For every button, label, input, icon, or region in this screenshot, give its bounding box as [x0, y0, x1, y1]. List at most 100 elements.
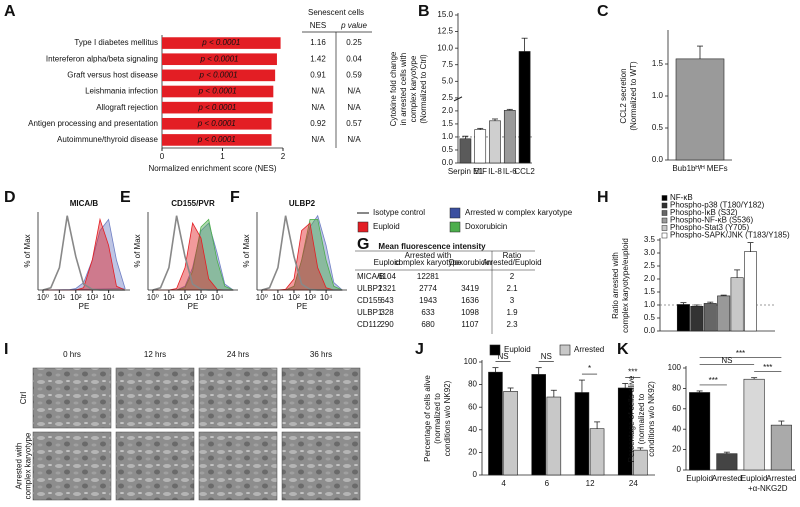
bar [503, 110, 516, 164]
y-axis-label: % of Max [242, 234, 251, 267]
y-tick-label: 0.0 [644, 326, 656, 335]
bar [531, 374, 546, 476]
panel-letter: K [617, 341, 629, 358]
side-table-cell: 0.59 [346, 70, 362, 79]
panel-letter: C [597, 3, 609, 20]
bar [690, 305, 704, 332]
y-tick-label: 12.5 [437, 27, 453, 36]
side-table-cell: N/A [311, 103, 325, 112]
table-cell: 6104 [378, 272, 396, 281]
panel-letter: B [418, 3, 430, 20]
bar [574, 392, 590, 476]
y-tick-label: 60 [468, 402, 477, 411]
category-label: Autoimmune/thyroid disease [57, 135, 158, 144]
y-tick-label: 3.0 [644, 248, 656, 257]
bar [689, 392, 711, 471]
y-axis-label: conditions w/o NK92) [443, 380, 452, 456]
x-tick-label: Euploid [741, 474, 768, 483]
bar [717, 295, 731, 332]
side-table-cell: 0.57 [346, 119, 362, 128]
y-axis-label: complex karyotype/euploid [621, 238, 630, 333]
bar-annotation: p < 0.0001 [198, 87, 237, 96]
group-label: +α-NKG2D [748, 484, 788, 493]
x-tick-label: IL-6 [503, 167, 517, 176]
panel-letter: G [357, 236, 369, 253]
bar [770, 424, 792, 471]
bar [489, 120, 501, 164]
table-cell: 633 [421, 308, 435, 317]
y-tick-label: 3.5 [644, 235, 656, 244]
legend-swatch [449, 221, 461, 233]
x-tick-label: 10¹ [272, 293, 284, 302]
y-tick-label: 1.0 [442, 132, 454, 141]
x-tick-label: 0 [160, 152, 165, 161]
y-tick-label: 100 [464, 357, 478, 366]
y-tick-label: 0.5 [644, 313, 656, 322]
x-tick-label: 10³ [195, 293, 207, 302]
bar [162, 69, 276, 82]
table-cell: ULBP1 [357, 308, 383, 317]
table-cell: 2 [510, 272, 515, 281]
table-header: complex karyotype [395, 258, 462, 267]
category-label: Antigen processing and presentation [28, 119, 158, 128]
x-tick-label: 10⁴ [211, 293, 224, 302]
legend-label: Euploid [373, 222, 400, 231]
x-tick-label: 10⁰ [256, 293, 268, 302]
legend-swatch [489, 344, 501, 356]
x-tick-label: MIF [473, 167, 487, 176]
table-cell: 1636 [461, 296, 479, 305]
x-tick-label: Arrested [712, 474, 742, 483]
y-axis-label: (Normalized to WT) [629, 61, 638, 131]
x-tick-label: 2 [281, 152, 286, 161]
y-tick-label: 0.5 [442, 145, 454, 154]
legend-label: Isotype control [373, 208, 425, 217]
y-tick-label: 1.5 [644, 287, 656, 296]
bar [703, 303, 717, 332]
table-cell: 2774 [419, 284, 437, 293]
side-table-cell: N/A [347, 103, 361, 112]
table-cell: 328 [380, 308, 394, 317]
panel-letter: A [4, 3, 16, 20]
y-axis-label: % of Max [133, 234, 142, 267]
table-cell: 1321 [378, 284, 396, 293]
legend-swatch [661, 210, 668, 216]
x-tick-label: 10⁰ [37, 293, 49, 302]
side-table-cell: 1.16 [310, 38, 326, 47]
y-tick-label: 20 [468, 448, 477, 457]
x-axis-label: PE [79, 302, 90, 311]
x-axis-label: PE [188, 302, 199, 311]
micrograph [281, 367, 361, 429]
table-cell: 290 [380, 320, 394, 329]
y-tick-label: 0.0 [442, 158, 454, 167]
legend-label: Arrested w complex karyotype [465, 208, 573, 217]
table-cell: 680 [421, 320, 435, 329]
y-tick-label: 80 [468, 380, 477, 389]
y-axis-label: % of Max [23, 234, 32, 267]
y-tick-label: 10.0 [437, 43, 453, 52]
x-tick-label: 10⁴ [102, 293, 115, 302]
table-cell: 1098 [461, 308, 479, 317]
y-tick-label: 40 [468, 425, 477, 434]
legend-swatch [357, 221, 369, 233]
side-table-cell: 0.04 [346, 54, 362, 63]
y-tick-label: 15.0 [437, 10, 453, 19]
micrograph [281, 431, 361, 501]
y-axis-label: conditions w/o NK92) [647, 381, 656, 457]
side-table-header: NES [310, 21, 326, 30]
table-cell: 1943 [419, 296, 437, 305]
category-label: Type I diabetes mellitus [74, 38, 158, 47]
y-tick-label: 0.5 [652, 123, 664, 132]
bar [675, 58, 725, 161]
category-label: Leishmania infection [85, 87, 158, 96]
bar [488, 371, 503, 476]
side-table-cell: 0.92 [310, 119, 326, 128]
x-tick-label: 10³ [304, 293, 316, 302]
y-tick-label: 40 [672, 424, 681, 433]
side-table-cell: N/A [347, 87, 361, 96]
legend-label: Euploid [504, 345, 531, 354]
bar [503, 391, 518, 476]
bar [162, 85, 274, 98]
x-tick-label: Serpin E1 [448, 167, 484, 176]
table-title: Mean fluorescence intensity [378, 242, 486, 251]
significance-label: NS [541, 352, 552, 361]
